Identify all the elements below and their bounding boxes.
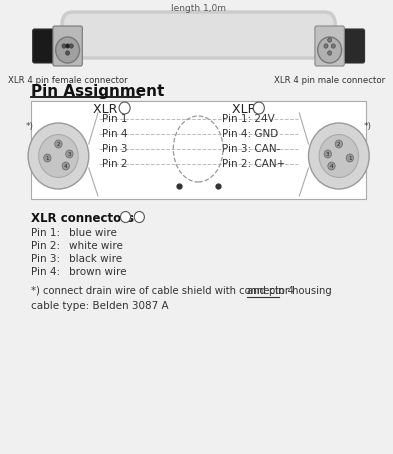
Text: Pin 3: CAN-: Pin 3: CAN-	[222, 144, 281, 154]
Text: Pin 2: Pin 2	[102, 159, 127, 169]
FancyBboxPatch shape	[331, 29, 365, 63]
Text: Pin 4: GND: Pin 4: GND	[222, 129, 278, 139]
Text: 1: 1	[256, 104, 261, 113]
Text: XLR connectors: XLR connectors	[31, 212, 134, 225]
Text: Pin 3: Pin 3	[102, 144, 127, 154]
Circle shape	[328, 51, 332, 55]
Text: white wire: white wire	[70, 241, 123, 251]
Circle shape	[335, 140, 343, 148]
Text: 1: 1	[123, 212, 128, 222]
Text: blue wire: blue wire	[70, 228, 118, 238]
Circle shape	[62, 162, 70, 170]
Circle shape	[62, 44, 66, 48]
Text: XLR: XLR	[93, 103, 121, 116]
Text: 4: 4	[64, 163, 68, 168]
Circle shape	[309, 123, 369, 189]
Text: 2: 2	[337, 142, 341, 147]
Text: black wire: black wire	[70, 254, 123, 264]
FancyBboxPatch shape	[315, 26, 344, 66]
Circle shape	[346, 154, 354, 162]
Text: length 1,0m: length 1,0m	[171, 4, 226, 13]
Circle shape	[331, 44, 335, 48]
Circle shape	[134, 212, 144, 222]
Circle shape	[39, 134, 78, 178]
Circle shape	[324, 44, 328, 48]
Circle shape	[44, 154, 51, 162]
Circle shape	[119, 102, 130, 114]
Text: Pin 1: Pin 1	[102, 114, 127, 124]
Circle shape	[66, 150, 73, 158]
Text: Pin 4:: Pin 4:	[31, 267, 60, 277]
Text: *): *)	[26, 123, 34, 132]
Circle shape	[66, 44, 70, 48]
Circle shape	[253, 102, 264, 114]
Circle shape	[66, 51, 70, 55]
Text: Pin 3:: Pin 3:	[31, 254, 60, 264]
Circle shape	[121, 212, 130, 222]
Text: Pin 1: 24V: Pin 1: 24V	[222, 114, 275, 124]
Circle shape	[69, 44, 73, 48]
FancyBboxPatch shape	[62, 12, 335, 58]
Text: 3: 3	[68, 152, 71, 157]
Text: 1: 1	[46, 156, 49, 161]
Text: *) connect drain wire of cable shield with connector housing: *) connect drain wire of cable shield wi…	[31, 286, 335, 296]
Circle shape	[319, 134, 358, 178]
Text: 4: 4	[330, 163, 333, 168]
Circle shape	[56, 37, 79, 63]
FancyBboxPatch shape	[33, 29, 66, 63]
Bar	[31, 101, 366, 199]
Text: cable type: Belden 3087 A: cable type: Belden 3087 A	[31, 301, 169, 311]
FancyBboxPatch shape	[53, 26, 82, 66]
Circle shape	[328, 38, 332, 42]
Text: brown wire: brown wire	[70, 267, 127, 277]
Circle shape	[55, 140, 62, 148]
Text: Pin 2:: Pin 2:	[31, 241, 60, 251]
Circle shape	[328, 162, 335, 170]
Text: XLR 4 pin female connector: XLR 4 pin female connector	[8, 76, 127, 85]
Text: Pin 1:: Pin 1:	[31, 228, 60, 238]
Text: 2: 2	[122, 104, 127, 113]
Text: *): *)	[364, 123, 371, 132]
Circle shape	[28, 123, 89, 189]
Text: 2: 2	[57, 142, 60, 147]
Text: 1: 1	[348, 156, 352, 161]
Text: XLR: XLR	[232, 103, 261, 116]
Circle shape	[324, 150, 331, 158]
Text: Pin 2: CAN+: Pin 2: CAN+	[222, 159, 285, 169]
Text: Pin 4: Pin 4	[102, 129, 127, 139]
Circle shape	[318, 37, 342, 63]
Text: Pin Assignment: Pin Assignment	[31, 84, 164, 99]
Text: and pin 4: and pin 4	[247, 286, 294, 296]
Text: XLR 4 pin male connector: XLR 4 pin male connector	[274, 76, 385, 85]
Text: 3: 3	[326, 152, 330, 157]
Text: 2: 2	[137, 212, 142, 222]
